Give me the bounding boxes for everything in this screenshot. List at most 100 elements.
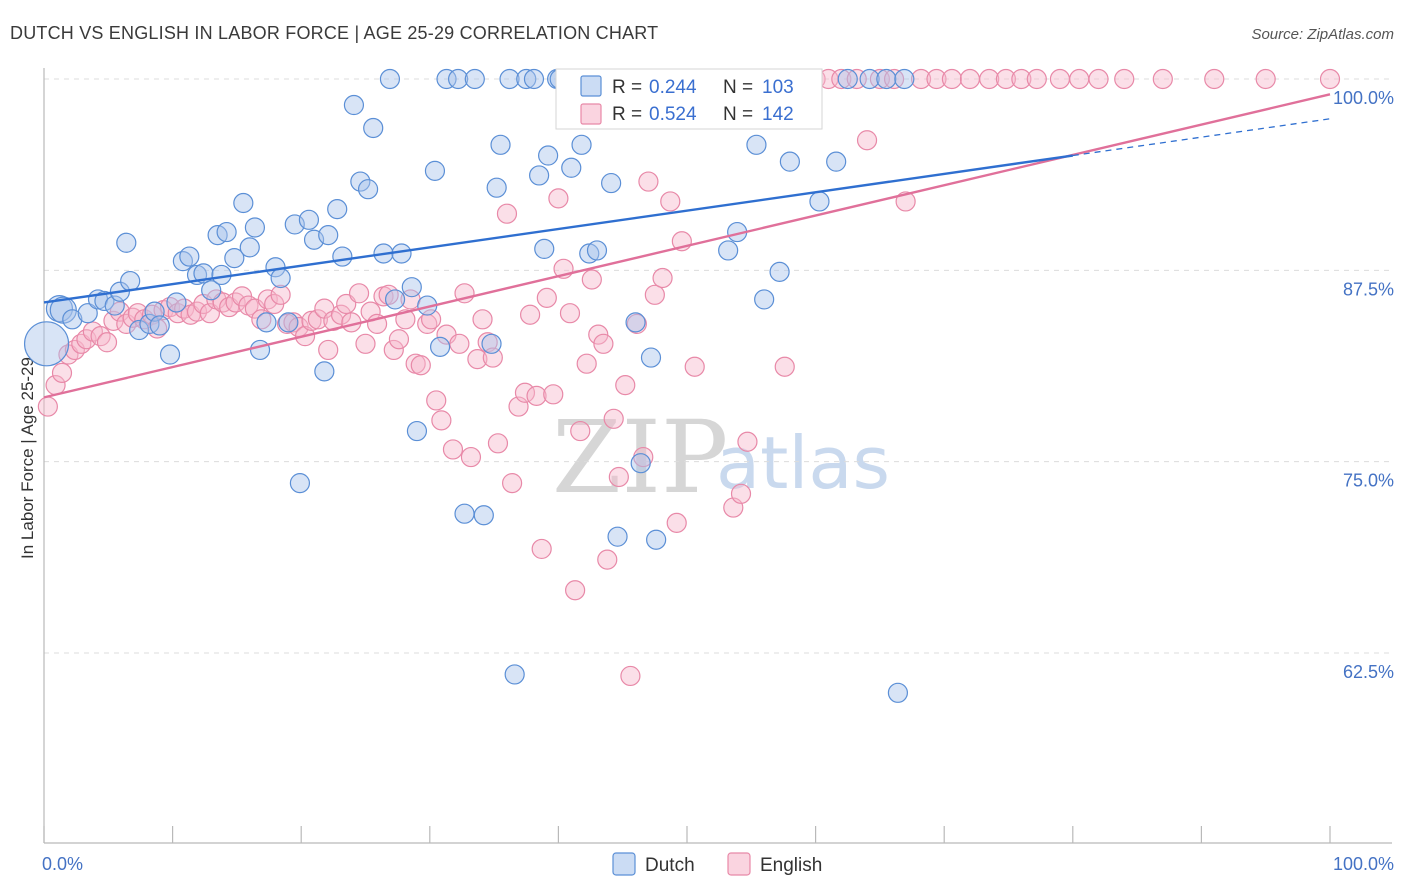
dutch-point: [179, 246, 200, 267]
dutch-point: [357, 179, 379, 200]
bottom-legend-dutch-swatch: [612, 852, 636, 876]
dutch-point: [244, 217, 266, 238]
english-point: [615, 375, 636, 396]
english-point: [96, 332, 118, 353]
dutch-point: [473, 505, 494, 526]
english-point: [666, 512, 687, 533]
dutch-point: [601, 172, 622, 194]
english-point: [388, 329, 410, 350]
y-tick-label: 62.5%: [1343, 662, 1394, 682]
english-point: [330, 304, 352, 325]
english-point: [979, 68, 1000, 90]
grid-layer: [44, 78, 1392, 654]
legend-english-r-label: R =: [612, 104, 642, 125]
english-point: [1319, 68, 1341, 90]
english-point: [487, 433, 509, 454]
dutch-point: [504, 664, 525, 685]
english-point: [270, 284, 291, 305]
english-point: [588, 324, 609, 345]
english-point: [1049, 68, 1071, 90]
legend-english-n-label: N =: [723, 104, 753, 125]
english-point: [531, 538, 552, 560]
english-point: [570, 420, 591, 442]
english-trend-line: [43, 93, 1331, 399]
english-point: [1069, 68, 1090, 90]
legend-dutch-n-label: N =: [723, 77, 753, 98]
y-axis-label: In Labor Force | Age 25-29: [18, 357, 37, 559]
dutch-point: [94, 290, 115, 312]
english-point: [1011, 68, 1032, 90]
y-tick-label: 87.5%: [1343, 279, 1394, 299]
dutch-point: [754, 289, 775, 310]
english-point: [502, 472, 523, 494]
legend-english-r-value: 0.524: [649, 104, 697, 125]
y-tick-label: 75.0%: [1343, 471, 1394, 491]
chart-source: Source: ZipAtlas.com: [1251, 26, 1394, 43]
y-tick-label: 100.0%: [1333, 88, 1394, 108]
english-point: [910, 68, 932, 90]
dutch-point: [534, 238, 555, 260]
dutch-point: [586, 240, 608, 261]
dutch-point: [571, 134, 592, 155]
dutch-point: [406, 420, 428, 442]
dutch-point: [876, 68, 897, 90]
english-point: [318, 339, 339, 361]
english-point: [467, 349, 488, 370]
english-point: [576, 353, 597, 374]
english-point: [301, 310, 322, 331]
legend-english-n-value: 142: [762, 104, 794, 125]
dutch-point: [746, 134, 767, 155]
english-point: [684, 356, 705, 377]
english-point: [626, 313, 647, 335]
english-point: [856, 130, 878, 151]
english-point: [410, 355, 431, 376]
english-point: [1114, 68, 1135, 90]
watermark-zip-text: ZIP: [552, 399, 728, 516]
bottom-legend: Dutch English: [612, 852, 822, 876]
dutch-point: [343, 94, 365, 116]
dutch-point: [401, 277, 422, 298]
dutch-point: [139, 313, 160, 335]
bottom-legend-english-swatch: [727, 852, 751, 876]
dutch-point: [332, 246, 353, 267]
english-point: [442, 439, 464, 460]
dutch-point: [201, 280, 222, 301]
dutch-point: [429, 336, 451, 357]
legend-dutch-r-label: R =: [612, 77, 642, 98]
dutch-point: [464, 68, 485, 90]
dutch-point: [289, 472, 311, 494]
dutch-point: [424, 160, 446, 181]
english-point: [472, 309, 493, 330]
dutch-point: [481, 333, 502, 354]
dutch-point: [447, 68, 469, 90]
english-point: [593, 333, 614, 354]
dutch-point: [23, 321, 70, 367]
english-point: [608, 466, 629, 488]
axis-layer: [43, 68, 1392, 844]
legend-dutch-r-value: 0.244: [649, 77, 697, 98]
dutch-point: [233, 192, 254, 214]
english-point: [1026, 68, 1047, 90]
dutch-point: [486, 177, 507, 198]
english-point: [638, 171, 659, 192]
english-point: [774, 356, 795, 377]
dutch-point: [625, 312, 646, 333]
english-point: [90, 326, 111, 347]
english-point: [737, 431, 758, 452]
english-point: [1088, 68, 1109, 90]
chart-title: DUTCH VS ENGLISH IN LABOR FORCE | AGE 25…: [10, 23, 658, 43]
dutch-point: [887, 682, 909, 703]
english-point: [543, 384, 564, 405]
dutch-point: [350, 171, 371, 192]
english-point: [565, 580, 586, 601]
dutch-point: [166, 292, 187, 313]
english-point: [348, 283, 370, 304]
dutch-point: [859, 68, 880, 90]
dutch-point: [159, 344, 181, 365]
dutch-point: [436, 68, 457, 90]
dutch-trend-line: [43, 154, 1073, 304]
english-point: [496, 203, 518, 224]
dutch-point: [77, 303, 98, 324]
watermark-atlas-text: atlas: [716, 421, 890, 505]
dutch-point: [318, 225, 339, 246]
